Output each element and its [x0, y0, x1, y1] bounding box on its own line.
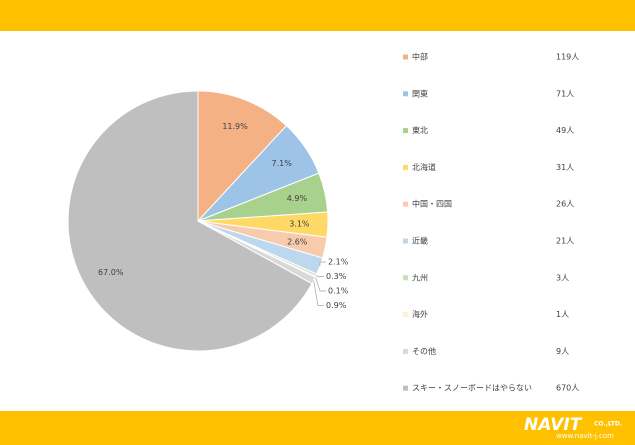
legend-swatch	[403, 128, 408, 134]
legend-count: 71人	[556, 89, 574, 98]
legend-label: 北海道	[412, 162, 436, 172]
legend-label: 中部	[412, 52, 428, 62]
data-label: 0.1%	[328, 287, 349, 296]
legend-swatch	[403, 348, 408, 354]
data-label: 7.1%	[272, 159, 293, 168]
data-label: 2.1%	[328, 258, 349, 267]
legend-count: 1人	[556, 310, 569, 319]
data-label: 11.9%	[222, 122, 248, 131]
leader-line	[313, 280, 324, 306]
pie-slice	[197, 90, 288, 223]
data-label: 0.9%	[326, 301, 347, 310]
legend-count: 3人	[556, 273, 569, 282]
legend-label: スキー・スノーボードはやらない	[412, 384, 532, 393]
pie-slice	[67, 90, 313, 352]
leader-line	[319, 261, 326, 267]
data-label: 2.6%	[287, 237, 308, 246]
legend-label: 関東	[412, 88, 428, 98]
legend-label: 東北	[412, 125, 428, 135]
legend-count: 670人	[556, 384, 579, 393]
legend-label: その他	[412, 346, 436, 356]
legend-swatch	[403, 238, 408, 244]
legend-swatch	[403, 91, 408, 97]
data-label: 0.3%	[326, 272, 347, 281]
legend-count: 119人	[556, 53, 579, 62]
leader-line	[315, 274, 324, 277]
data-label: 4.9%	[287, 194, 308, 203]
legend-label: 海外	[412, 309, 428, 319]
legend-swatch	[403, 385, 408, 391]
leader-line	[315, 276, 326, 292]
legend-swatch	[403, 275, 408, 281]
legend-swatch	[403, 312, 408, 318]
company: CO.,LTD.	[594, 421, 622, 428]
legend-label: 中国・四国	[412, 199, 452, 209]
legend-swatch	[403, 164, 408, 170]
header-bar	[0, 0, 635, 31]
data-label: 3.1%	[289, 219, 310, 228]
legend-label: 九州	[412, 273, 428, 282]
legend-count: 21人	[556, 237, 574, 246]
footer-bar	[0, 411, 635, 445]
legend-swatch	[403, 201, 408, 207]
legend-count: 49人	[556, 126, 574, 135]
legend-count: 9人	[556, 347, 569, 356]
legend-count: 26人	[556, 200, 574, 209]
legend-swatch	[403, 54, 408, 60]
legend-label: 近畿	[412, 236, 428, 246]
data-label: 67.0%	[98, 268, 124, 277]
brand: NAVIT	[524, 415, 583, 435]
legend-count: 31人	[556, 163, 574, 172]
url: www.navit-j.com	[556, 432, 614, 440]
